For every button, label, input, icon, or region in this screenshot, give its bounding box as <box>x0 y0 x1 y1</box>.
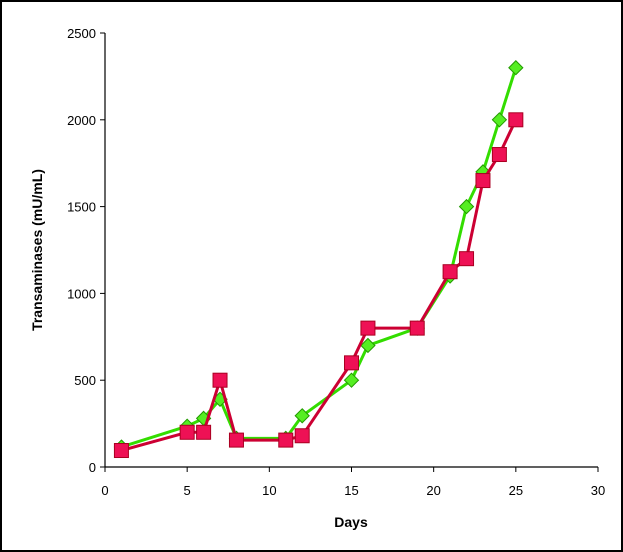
x-tick-label: 25 <box>509 483 523 498</box>
x-axis-title: Days <box>334 514 368 530</box>
data-point-square <box>508 112 524 128</box>
data-point-square <box>294 428 310 444</box>
data-point-square <box>475 173 491 189</box>
data-point-square <box>344 355 359 371</box>
x-tick-label: 30 <box>591 483 605 498</box>
data-point-square <box>409 320 425 336</box>
data-point-diamond <box>294 408 310 424</box>
y-tick-label: 500 <box>74 373 96 388</box>
data-point-square <box>491 147 507 163</box>
x-tick-label: 20 <box>426 483 440 498</box>
y-tick-label: 1500 <box>67 200 96 215</box>
y-axis-title: Transaminases (mU/mL) <box>29 169 45 331</box>
y-tick-label: 2000 <box>67 113 96 128</box>
data-point-square <box>442 264 458 280</box>
data-point-diamond <box>508 60 524 76</box>
y-tick-label: 1000 <box>67 286 96 301</box>
data-point-diamond <box>343 372 360 388</box>
data-point-square <box>360 320 376 336</box>
data-point-square <box>459 251 475 267</box>
tick-group: 0 5 10 15 20 25 30 0 500 1000 1500 2000 2500 <box>67 26 605 498</box>
y-tick-label: 0 <box>89 460 96 475</box>
series-2 <box>113 112 524 459</box>
data-point-square <box>196 424 212 440</box>
x-tick-label: 15 <box>344 483 358 498</box>
data-point-diamond <box>458 198 475 215</box>
x-tick-label: 0 <box>101 483 108 498</box>
axes <box>104 33 598 468</box>
y-tick-label: 2500 <box>67 26 96 41</box>
data-point-diamond <box>491 112 508 128</box>
data-point-square <box>228 432 244 448</box>
series-layer <box>113 60 524 459</box>
data-point-square <box>278 432 294 448</box>
data-point-square <box>179 424 195 440</box>
series-line <box>121 119 518 452</box>
x-tick-label: 10 <box>262 483 276 498</box>
data-point-diamond <box>360 337 376 354</box>
x-tick-label: 5 <box>184 483 191 498</box>
data-point-square <box>212 372 228 388</box>
series-line <box>120 67 518 449</box>
data-point-square <box>113 443 129 459</box>
